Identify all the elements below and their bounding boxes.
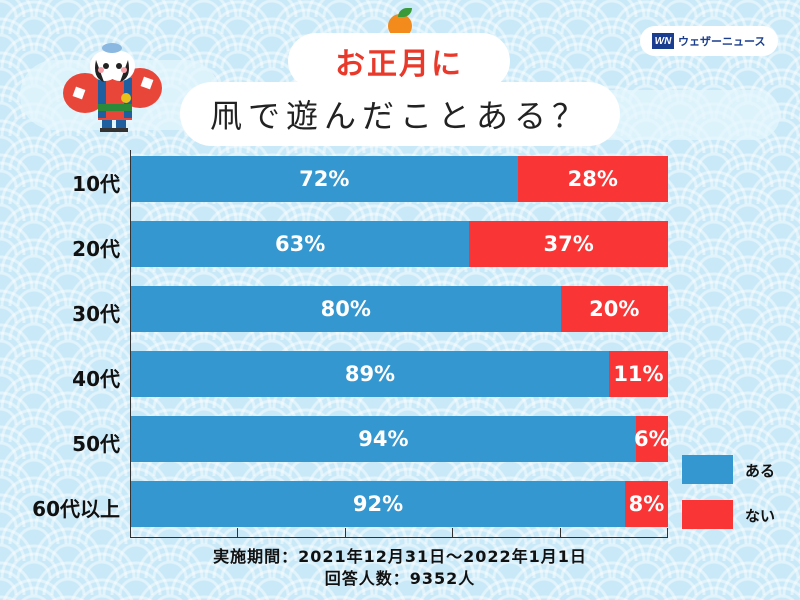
y-axis-line: [130, 150, 131, 538]
bar-segment-no: 28%: [517, 156, 668, 202]
x-axis-line: [130, 535, 668, 538]
x-axis-tick: [667, 528, 668, 538]
bar-row-60s-plus: 92% 8%: [131, 481, 668, 527]
title-subtitle-bubble: 凧で遊んだことある？: [180, 82, 620, 146]
x-axis-tick: [345, 528, 346, 538]
bar-segment-no: 8%: [625, 481, 668, 527]
legend-swatch-yes: [682, 455, 733, 484]
category-label: 20代: [72, 237, 120, 261]
legend-label-no: ない: [745, 507, 776, 525]
title-main-bubble: お正月に: [288, 33, 510, 89]
bar-row-30s: 80% 20%: [131, 286, 668, 332]
bar-row-10s: 72% 28%: [131, 156, 668, 202]
bar-segment-yes: 72%: [131, 156, 518, 202]
bar-row-40s: 89% 11%: [131, 351, 668, 397]
bar-segment-yes: 80%: [131, 286, 561, 332]
survey-period: 実施期間：2021年12月31日〜2022年1月1日: [213, 547, 587, 566]
kite-mascot-illustration: [63, 43, 162, 132]
leaf-icon: [398, 8, 412, 17]
bar-segment-no: 20%: [560, 286, 668, 332]
category-label: 60代以上: [32, 497, 120, 521]
x-axis-tick: [560, 528, 561, 538]
x-axis-tick: [237, 528, 238, 538]
bar-segment-no: 6%: [634, 416, 670, 462]
bar-segment-yes: 89%: [131, 351, 609, 397]
category-label: 50代: [72, 432, 120, 456]
bar-segment-no: 37%: [469, 221, 668, 267]
title-line1: お正月に: [335, 47, 463, 82]
bar-segment-yes: 94%: [131, 416, 636, 462]
legend-label-yes: ある: [745, 462, 776, 480]
bar-segment-yes: 92%: [131, 481, 626, 527]
bar-row-50s: 94% 6%: [131, 416, 670, 462]
wn-logo-icon: WN: [652, 33, 674, 49]
x-axis-tick: [452, 528, 453, 538]
category-label: 40代: [72, 367, 120, 391]
category-label: 10代: [72, 172, 120, 196]
category-label: 30代: [72, 302, 120, 326]
weathernews-logo: WN ウェザーニュース: [640, 26, 778, 56]
legend-swatch-no: [682, 500, 733, 529]
bar-segment-yes: 63%: [131, 221, 470, 267]
bar-row-20s: 63% 37%: [131, 221, 668, 267]
title-line2: 凧で遊んだことある？: [209, 97, 590, 135]
respondent-count: 回答人数：9352人: [324, 569, 476, 588]
logo-text: ウェザーニュース: [678, 35, 766, 48]
bar-segment-no: 11%: [608, 351, 668, 397]
